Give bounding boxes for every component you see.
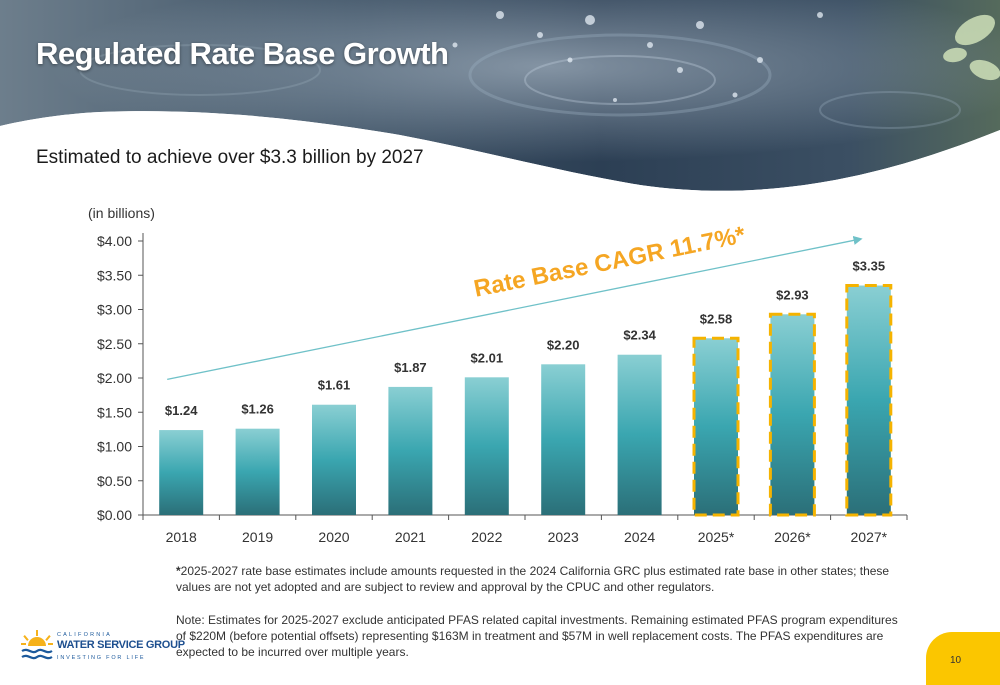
bar-2024 xyxy=(617,354,662,515)
bar-value-label: $2.58 xyxy=(700,311,733,326)
bar-value-label: $2.93 xyxy=(776,287,809,302)
cagr-trend-arrow xyxy=(167,235,863,381)
logo-company-name: WATER SERVICE GROUP xyxy=(57,639,185,651)
y-axis-tick-label: $2.00 xyxy=(97,370,132,386)
header-banner-image xyxy=(0,0,1000,200)
bar-value-label: $1.26 xyxy=(241,402,274,417)
x-axis-tick-label: 2027* xyxy=(851,529,888,545)
footnote-pfas-note: Note: Estimates for 2025-2027 exclude an… xyxy=(176,613,898,659)
bar-value-label: $2.34 xyxy=(623,328,656,343)
footnote-star: * xyxy=(176,564,181,578)
bar-value-label: $2.20 xyxy=(547,337,580,352)
estimate-dashed-border xyxy=(845,284,893,517)
bar-value-label: $1.87 xyxy=(394,360,427,375)
x-axis-tick-label: 2021 xyxy=(395,529,426,545)
y-axis-tick-label: $0.50 xyxy=(97,473,132,489)
estimate-dashed-border xyxy=(768,312,816,517)
bar-2019 xyxy=(235,428,280,515)
x-axis-tick-label: 2024 xyxy=(624,529,655,545)
bar-2025-est xyxy=(694,338,738,515)
y-axis-tick-label: $1.50 xyxy=(97,404,132,420)
cagr-annotation: Rate Base CAGR 11.7%* xyxy=(472,221,749,302)
bar-value-label: $1.24 xyxy=(165,403,198,418)
company-logo: CALIFORNIA WATER SERVICE GROUP INVESTING… xyxy=(20,628,185,668)
sun-waves-icon xyxy=(21,630,53,660)
bar-value-label: $2.01 xyxy=(471,350,504,365)
bar-2022 xyxy=(464,377,509,515)
bar-2027-est xyxy=(846,285,891,515)
x-axis-tick-label: 2026* xyxy=(774,529,811,545)
x-axis-tick-label: 2018 xyxy=(166,529,197,545)
x-axis-tick-label: 2023 xyxy=(548,529,579,545)
x-axis-tick-label: 2025* xyxy=(698,529,735,545)
page-title: Regulated Rate Base Growth xyxy=(36,36,449,71)
y-axis-unit-label: (in billions) xyxy=(88,205,155,221)
bar-value-label: $1.61 xyxy=(318,378,351,393)
bar-2020 xyxy=(312,404,356,515)
y-axis-tick-label: $2.50 xyxy=(97,336,132,352)
x-axis-tick-label: 2020 xyxy=(318,529,349,545)
rate-base-bar-chart: (in billions) $0.00 $0.50 $1.00 $1.50 $2.00 $… xyxy=(88,205,908,545)
bar-2021 xyxy=(388,386,433,515)
y-axis-tick-label: $4.00 xyxy=(97,233,132,249)
footnote-estimates-text: 2025-2027 rate base estimates include am… xyxy=(176,564,890,594)
x-axis-tick-label: 2019 xyxy=(242,529,273,545)
y-axis-tick-label: $3.50 xyxy=(97,267,132,283)
page-number: 10 xyxy=(950,655,962,666)
bar-value-label: $3.35 xyxy=(853,259,886,274)
estimate-dashed-border xyxy=(692,336,740,517)
bar-2023 xyxy=(541,364,586,515)
y-axis-tick-label: $3.00 xyxy=(97,302,132,318)
bar-2026-est xyxy=(770,314,815,515)
bar-2018 xyxy=(159,430,204,515)
y-axis-tick-label: $0.00 xyxy=(97,507,132,523)
y-axis-tick-label: $1.00 xyxy=(97,439,132,455)
logo-top-text: CALIFORNIA xyxy=(57,632,113,638)
x-axis-tick-label: 2022 xyxy=(471,529,502,545)
footnote-estimates: *2025-2027 rate base estimates include a… xyxy=(176,563,906,595)
page-subtitle: Estimated to achieve over $3.3 billion b… xyxy=(36,147,424,168)
logo-tagline: INVESTING FOR LIFE xyxy=(57,655,146,661)
page-number-badge: 10 xyxy=(926,632,1000,685)
